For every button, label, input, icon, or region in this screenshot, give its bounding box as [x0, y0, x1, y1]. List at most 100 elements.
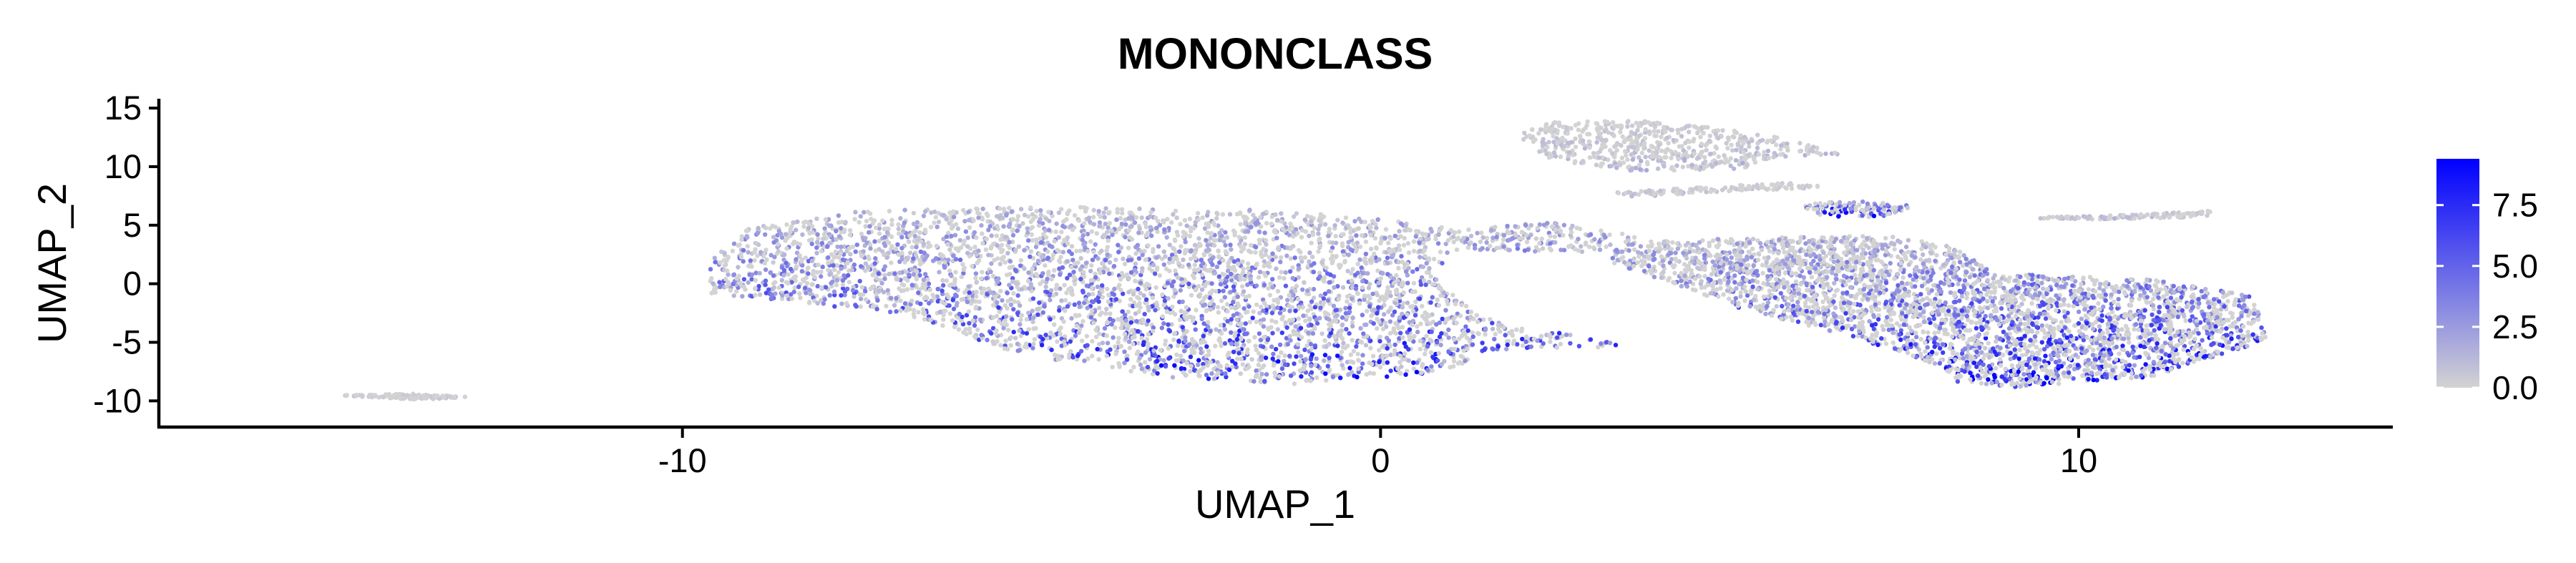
cell-point — [1561, 248, 1567, 253]
cell-point — [839, 301, 844, 306]
cell-point — [821, 301, 826, 306]
cell-point — [989, 331, 994, 336]
cell-point — [1480, 246, 1485, 251]
cell-point — [1085, 232, 1091, 237]
cell-point — [1161, 220, 1166, 225]
cell-point — [1385, 360, 1390, 365]
cell-point — [1043, 284, 1048, 290]
cell-point — [717, 280, 722, 285]
cell-point — [1429, 329, 1434, 335]
cell-point — [1076, 300, 1082, 305]
cell-point — [965, 250, 970, 255]
cell-point — [1436, 351, 1442, 356]
cell-point — [1519, 230, 1525, 235]
cell-point — [1054, 221, 1059, 226]
cell-point — [1146, 283, 1152, 288]
cell-point — [1411, 360, 1416, 366]
cell-point — [1204, 308, 1209, 313]
cell-point — [922, 258, 927, 263]
cell-point — [1370, 255, 1375, 260]
cell-point — [1062, 283, 1067, 288]
cell-point — [1444, 317, 1449, 322]
cell-point — [1172, 331, 1178, 336]
cell-point — [874, 306, 879, 312]
cell-point — [1204, 238, 1209, 243]
cell-point — [1059, 298, 1064, 303]
cell-point — [1182, 314, 1187, 319]
cell-point — [827, 232, 833, 238]
cell-point — [1090, 258, 1096, 263]
cell-point — [1410, 308, 1416, 313]
cell-point — [1136, 256, 1142, 261]
cell-point — [1111, 263, 1117, 269]
cell-point — [1405, 300, 1410, 305]
cell-point — [1274, 235, 1279, 240]
cell-point — [1107, 260, 1113, 265]
cell-point — [1354, 344, 1359, 349]
cell-point — [835, 244, 840, 250]
cell-point — [996, 305, 1001, 310]
cell-point — [1656, 129, 1661, 134]
cell-point — [1080, 318, 1085, 324]
cell-point — [1325, 298, 1331, 303]
cell-point — [1288, 221, 1293, 227]
cell-point — [791, 289, 796, 295]
cell-point — [998, 343, 1003, 348]
cell-point — [1337, 332, 1343, 337]
cell-point — [1619, 231, 1625, 237]
cell-point — [1327, 327, 1332, 332]
cell-point — [1169, 220, 1174, 225]
cell-point — [1216, 249, 1221, 254]
cell-point — [1053, 286, 1058, 291]
cell-point — [1040, 336, 1045, 342]
cell-point — [1153, 365, 1158, 370]
cell-point — [1400, 335, 1405, 340]
cell-point — [1332, 335, 1338, 340]
cell-point — [1375, 310, 1380, 316]
cell-point — [776, 285, 782, 290]
cell-point — [1367, 295, 1372, 301]
cell-point — [1176, 260, 1181, 266]
cell-point — [1714, 146, 1719, 151]
cell-point — [1420, 303, 1425, 309]
cell-point — [1298, 325, 1304, 331]
cell-point — [1360, 313, 1365, 318]
cell-point — [1258, 215, 1263, 220]
cell-point — [1005, 250, 1010, 256]
cell-point — [1108, 347, 1113, 352]
cell-point — [1128, 315, 1134, 320]
cell-point — [1103, 221, 1108, 227]
cell-point — [1206, 248, 1211, 253]
cell-point — [1123, 313, 1128, 318]
cell-point — [884, 303, 889, 309]
cell-point — [1091, 215, 1096, 220]
cell-point — [1013, 268, 1018, 273]
cell-point — [1345, 359, 1350, 365]
cell-point — [1246, 364, 1252, 370]
cell-point — [1192, 243, 1198, 248]
cell-point — [1396, 265, 1401, 270]
cell-point — [1558, 341, 1563, 347]
cell-point — [1175, 343, 1181, 348]
cell-point — [1367, 304, 1372, 309]
cell-point — [1200, 215, 1205, 220]
cell-point — [1686, 124, 1691, 129]
cell-point — [1025, 226, 1030, 231]
cell-point — [917, 273, 922, 278]
cell-point — [1520, 343, 1526, 348]
cell-point — [977, 299, 982, 304]
cell-point — [1406, 250, 1412, 255]
cell-point — [738, 255, 744, 260]
cell-points — [343, 119, 2268, 402]
cell-point — [918, 301, 923, 306]
cell-point — [1209, 371, 1214, 376]
cell-point — [1396, 325, 1401, 330]
cell-point — [1374, 246, 1379, 251]
cell-point — [1785, 145, 1790, 150]
cell-point — [1052, 268, 1057, 273]
cell-point — [1017, 348, 1022, 353]
cell-point — [1262, 300, 1267, 305]
cell-point — [1378, 240, 1383, 246]
cell-point — [1050, 256, 1055, 261]
cell-point — [1580, 129, 1585, 134]
